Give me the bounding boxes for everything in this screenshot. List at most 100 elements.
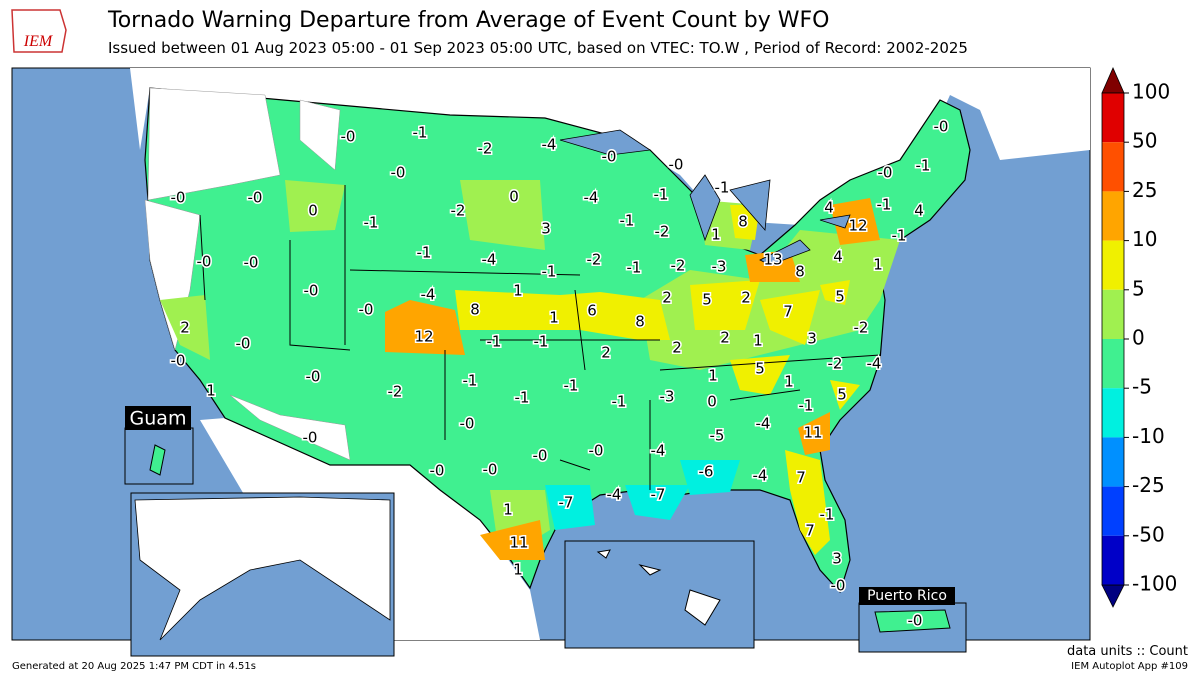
wfo-value: 13 — [763, 251, 782, 269]
wfo-value: -4 — [753, 467, 768, 485]
wfo-value: -1 — [627, 259, 642, 277]
wfo-value: -0 — [533, 447, 548, 465]
wfo-value: -1 — [799, 397, 814, 415]
wfo-value: 12 — [848, 217, 867, 235]
colorbar-bin — [1102, 142, 1124, 192]
wfo-value: 2 — [672, 339, 682, 357]
wfo-value: -1 — [877, 196, 892, 214]
wfo-value: -1 — [612, 393, 627, 411]
pr-label-bg — [859, 587, 955, 605]
wfo-value: 4 — [914, 202, 924, 220]
wfo-value: -2 — [451, 202, 466, 220]
wfo-value: 2 — [741, 289, 751, 307]
region-0-5 — [160, 180, 900, 560]
colorbar-tick-label: -5 — [1132, 375, 1152, 399]
wfo-value: 6 — [587, 302, 597, 320]
wfo-value: 1 — [873, 256, 883, 274]
wfo-value: 2 — [720, 329, 730, 347]
wfo-value: -1 — [715, 179, 730, 197]
colorbar-bin — [1102, 437, 1124, 487]
hawaii-inset — [564, 540, 755, 649]
subtitle: Issued between 01 Aug 2023 05:00 - 01 Se… — [108, 39, 968, 57]
wfo-value: 0 — [308, 202, 318, 220]
wfo-value: -4 — [542, 136, 557, 154]
colorbar-bin — [1102, 535, 1124, 585]
wfo-value: -0 — [197, 253, 212, 271]
wfo-value: -0 — [304, 282, 319, 300]
wfo-value: -2 — [854, 319, 869, 337]
wfo-value: -0 — [878, 164, 893, 182]
wfo-value: -3 — [712, 258, 727, 276]
wfo-value: -1 — [413, 124, 428, 142]
wfo-value: -2 — [587, 251, 602, 269]
wfo-value: -0 — [171, 189, 186, 207]
wfo-value: 8 — [738, 213, 748, 231]
wfo-value: -2 — [388, 383, 403, 401]
logo-text: IEM — [23, 33, 54, 50]
wfo-value: -4 — [421, 286, 436, 304]
colorbar-bin — [1102, 93, 1124, 143]
wfo-value: -4 — [482, 251, 497, 269]
wfo-value: -4 — [756, 415, 771, 433]
hawaii-shape — [596, 549, 721, 626]
wfo-value: -0 — [359, 301, 374, 319]
wfo-value: -0 — [460, 415, 475, 433]
wfo-value: 2 — [662, 289, 672, 307]
boundaries — [199, 185, 881, 490]
wfo-value: 8 — [795, 263, 805, 281]
wfo-value: 1 — [753, 332, 763, 350]
alaska-shape — [134, 496, 391, 641]
colorbar-tick-label: 0 — [1132, 326, 1145, 350]
colorbar-tick-label: 5 — [1132, 276, 1145, 300]
wfo-value: -0 — [171, 352, 186, 370]
wfo-value: 3 — [541, 220, 551, 238]
colorbar-tick-label: -100 — [1132, 572, 1177, 596]
wfo-value: 11 — [803, 424, 822, 442]
wfo-value: 0 — [509, 188, 519, 206]
wfo-value: -1 — [620, 212, 635, 230]
wfo-value: -0 — [236, 335, 251, 353]
wfo-value: -5 — [710, 427, 725, 445]
wfo-value: -2 — [478, 140, 493, 158]
wfo-value: -0 — [602, 148, 617, 166]
wfo-value: -4 — [607, 486, 622, 504]
wfo-value: -4 — [651, 442, 666, 460]
colorbar-tick-label: -10 — [1132, 424, 1165, 448]
colorbar-tick-label: 50 — [1132, 129, 1157, 153]
great-lakes — [559, 129, 851, 266]
wfo-value: -1 — [487, 333, 502, 351]
wfo-value: 4 — [824, 199, 834, 217]
wfo-value: -1 — [564, 377, 579, 395]
wfo-value: 8 — [635, 313, 645, 331]
wfo-value: 1 — [549, 309, 559, 327]
wfo-value: -1 — [542, 263, 557, 281]
wfo-value: -1 — [515, 389, 530, 407]
wfo-value: -6 — [699, 463, 714, 481]
colorbar-bin — [1102, 339, 1124, 389]
wfo-value: 7 — [783, 303, 793, 321]
wfo-value: -2 — [828, 355, 843, 373]
wfo-value: 5 — [702, 291, 712, 309]
region-5-10 — [455, 205, 860, 555]
wfo-value: -1 — [463, 372, 478, 390]
colorbar-bin — [1102, 388, 1124, 438]
wfo-value: 1 — [708, 367, 718, 385]
wfo-value: -2 — [655, 223, 670, 241]
wfo-value: -1 — [534, 333, 549, 351]
wfo-value: 2 — [601, 344, 611, 362]
wfo-value: 4 — [833, 248, 843, 266]
pr-label: Puerto Rico — [867, 588, 947, 604]
wfo-value: 2 — [180, 319, 190, 337]
canada — [120, 68, 1090, 225]
wfo-value: 1 — [206, 382, 216, 400]
wfo-value: -0 — [831, 577, 846, 595]
colorbar-bin — [1102, 191, 1124, 241]
wfo-value: -1 — [654, 186, 669, 204]
wfo-value: 8 — [470, 301, 480, 319]
guam-label-bg — [125, 406, 191, 430]
app-label: IEM Autoplot App #109 — [1071, 661, 1188, 672]
wfo-value: 12 — [414, 328, 433, 346]
colorbar-tick-label: -25 — [1132, 473, 1165, 497]
wfo-value: -0 — [248, 189, 263, 207]
